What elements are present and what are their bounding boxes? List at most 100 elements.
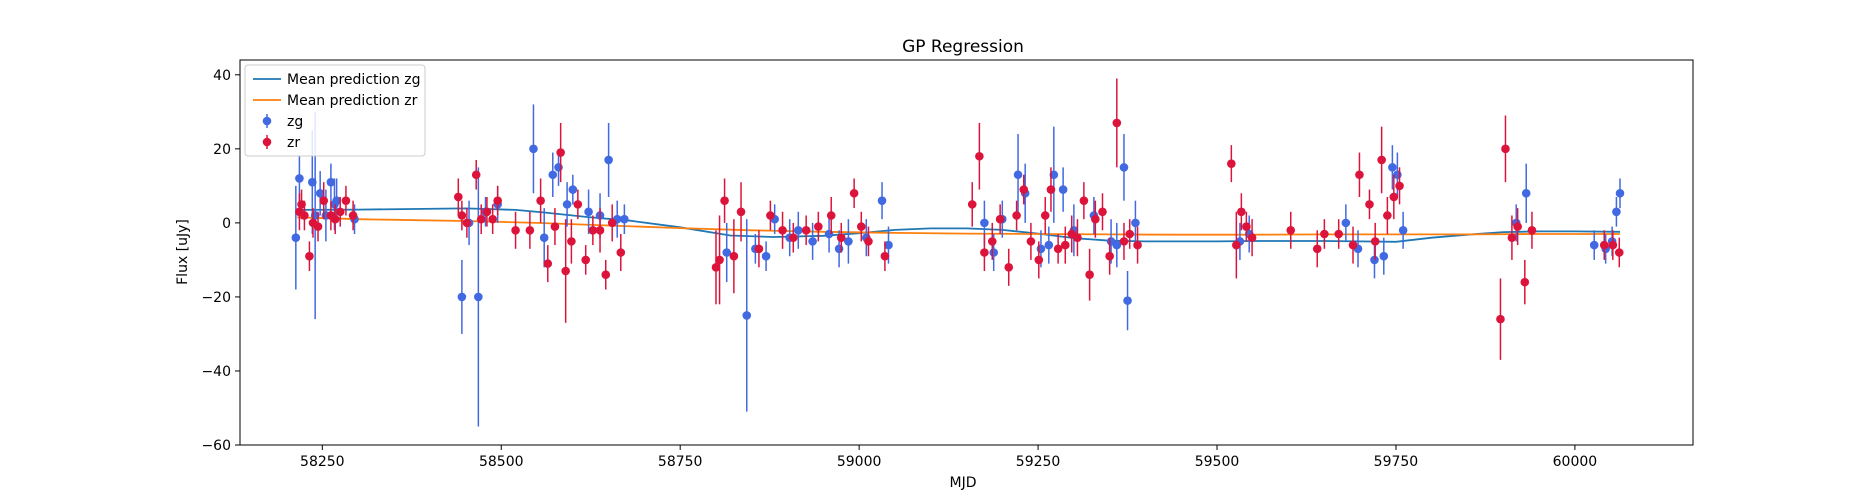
zg-point — [980, 218, 989, 228]
zg-point — [620, 214, 629, 224]
zr-point — [736, 207, 746, 217]
zg-point — [1044, 240, 1054, 250]
zr-point — [330, 214, 340, 224]
zr-point — [1040, 211, 1050, 220]
zr-point — [1395, 181, 1404, 191]
zr-point — [1112, 118, 1122, 128]
zr-point — [476, 214, 486, 224]
zr-point — [1232, 240, 1241, 250]
zr-point — [967, 200, 977, 209]
zr-point — [849, 188, 859, 198]
zg-point — [844, 237, 853, 246]
zg-point — [1589, 240, 1599, 250]
zr-point — [300, 211, 309, 220]
y-tick-label: −20 — [201, 290, 231, 306]
zg-point — [989, 248, 998, 257]
zr-point — [826, 211, 836, 220]
zg-point — [295, 174, 304, 183]
zr-point — [856, 222, 866, 231]
zr-point — [1019, 185, 1029, 194]
zr-point — [588, 225, 598, 235]
zr-point — [1133, 240, 1142, 250]
zr-point — [1320, 229, 1329, 239]
zr-point — [536, 196, 545, 205]
zg-point — [529, 144, 538, 154]
zg-point — [562, 200, 572, 209]
zr-point — [1053, 244, 1063, 254]
zr-point — [715, 255, 724, 265]
x-axis-label: MJD — [950, 475, 977, 491]
zr-point — [1286, 225, 1296, 235]
zr-point — [616, 248, 626, 257]
zg-point — [1612, 207, 1621, 217]
zr-point — [561, 266, 570, 276]
zg-point — [722, 248, 732, 257]
zr-point — [1599, 240, 1609, 250]
zg-point — [554, 163, 563, 172]
zr-points — [295, 78, 1624, 360]
plot-frame — [239, 59, 1694, 446]
zr-point — [987, 237, 997, 246]
zg-point — [1615, 188, 1625, 198]
zg-point — [1036, 244, 1046, 254]
x-tick-label: 60000 — [1553, 454, 1598, 470]
zr-point — [348, 211, 358, 220]
legend-point-swatch — [262, 116, 272, 126]
zr-point — [1496, 314, 1505, 324]
x-tick-label: 59500 — [1195, 454, 1240, 470]
zr-point — [1073, 233, 1082, 242]
zg-point — [1119, 163, 1129, 172]
zg-point — [568, 185, 578, 194]
zg-point — [1131, 218, 1140, 228]
zr-point — [1012, 211, 1021, 220]
zg-point — [332, 196, 341, 205]
zr-point — [454, 192, 463, 202]
zg-point — [1341, 218, 1351, 228]
zr-point — [1614, 248, 1624, 257]
legend-label: Mean prediction zr — [287, 93, 418, 109]
zr-point — [305, 251, 314, 261]
zg-point — [604, 155, 613, 165]
chart-title: GP Regression — [902, 37, 1024, 57]
y-tick-label: −60 — [201, 438, 231, 454]
zr-point — [601, 270, 611, 280]
zr-point — [801, 225, 811, 235]
zr-point — [1227, 159, 1236, 168]
zg-point — [315, 188, 325, 198]
zg-point — [824, 229, 834, 239]
zg-point — [457, 292, 467, 302]
zr-point — [1004, 263, 1014, 272]
x-axis-ticks: 58250 58500 58750 59000 59250 59500 59750 60000 — [300, 445, 1597, 470]
legend-label: zg — [287, 114, 303, 130]
zr-point — [525, 225, 535, 235]
legend-label: zr — [287, 135, 300, 151]
zr-point — [581, 255, 591, 265]
zr-point — [1513, 222, 1522, 231]
zg-point — [877, 196, 887, 205]
zr-point — [1520, 277, 1530, 287]
mean-prediction-line-zr — [297, 216, 1620, 236]
zr-point — [1079, 196, 1089, 205]
zg-point — [291, 233, 301, 242]
y-axis-ticks: −60 −40 −20 0 20 40 — [201, 68, 240, 454]
zg-point — [584, 207, 593, 217]
zg-point — [1379, 251, 1389, 261]
zr-point — [335, 207, 345, 217]
zr-point — [720, 196, 729, 205]
zg-point — [1112, 240, 1122, 250]
zr-point — [1085, 270, 1094, 280]
legend-point-swatch — [262, 137, 272, 147]
x-tick-label: 58250 — [300, 454, 345, 470]
zg-point — [1058, 185, 1068, 194]
zr-point — [880, 251, 890, 261]
zr-point — [1125, 229, 1134, 239]
zr-point — [482, 207, 492, 217]
zr-point — [511, 225, 520, 235]
zr-point — [1608, 240, 1618, 250]
zr-point — [1034, 255, 1044, 265]
legend: Mean prediction zg Mean prediction zr zg zr — [244, 64, 426, 157]
zr-point — [975, 151, 984, 161]
zr-point — [788, 233, 798, 242]
zg-point — [326, 177, 336, 187]
